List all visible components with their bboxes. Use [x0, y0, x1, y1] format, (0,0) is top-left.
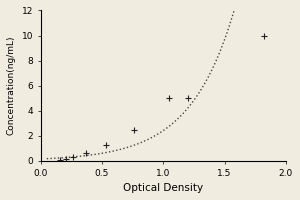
X-axis label: Optical Density: Optical Density — [123, 183, 203, 193]
Y-axis label: Concentration(ng/mL): Concentration(ng/mL) — [7, 36, 16, 135]
